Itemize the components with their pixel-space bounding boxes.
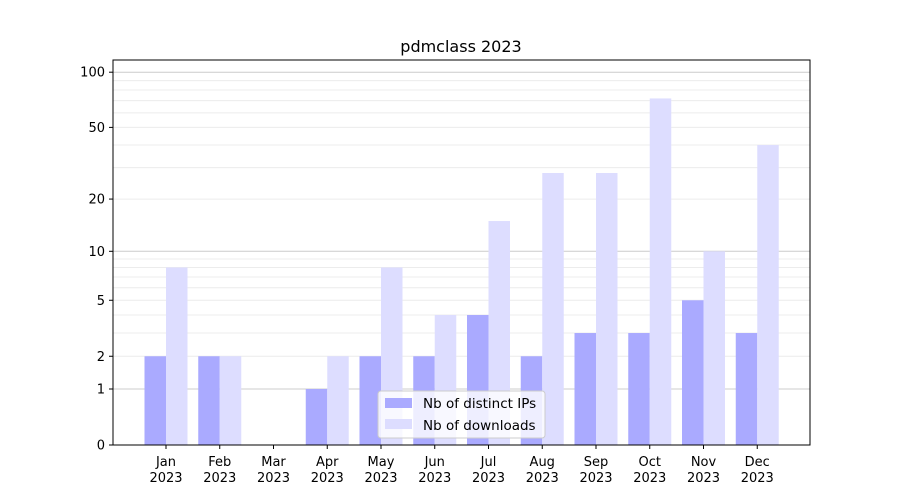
x-tick-label: Jul 2023: [472, 455, 505, 486]
y-tick-label: 100: [80, 66, 105, 81]
bar-downloads: [703, 251, 725, 445]
x-tick-label: Feb 2023: [203, 455, 236, 486]
bar-distinct-ips: [574, 333, 596, 445]
legend-swatch-ips: [385, 398, 412, 408]
legend-swatch-downloads: [385, 419, 412, 429]
y-tick-label: 5: [97, 294, 105, 309]
bars: [144, 98, 779, 446]
y-axis: 0 1 2 5 10 20 50 100: [80, 66, 113, 454]
y-tick-label: 2: [97, 350, 105, 365]
x-tick-label: Oct 2023: [633, 455, 666, 486]
y-tick-label: 10: [88, 245, 105, 260]
bar-distinct-ips: [735, 333, 758, 445]
bar-distinct-ips: [198, 356, 220, 445]
bar-downloads: [542, 172, 564, 446]
x-tick-label: Nov 2023: [687, 455, 720, 486]
bar-distinct-ips: [628, 333, 650, 445]
y-tick-label: 50: [88, 121, 105, 136]
bar-downloads: [488, 221, 510, 445]
x-tick-label: Sep 2023: [579, 455, 612, 486]
y-tick-label: 1: [97, 383, 105, 398]
y-tick-label: 0: [97, 439, 105, 454]
x-tick-label: Apr 2023: [311, 455, 344, 486]
bar-distinct-ips: [682, 300, 704, 445]
bar-downloads: [327, 356, 349, 445]
bar-distinct-ips: [305, 389, 328, 445]
legend-box: [377, 390, 546, 439]
x-tick-label: Aug 2023: [526, 455, 559, 486]
legend-label-ips: Nb of distinct IPs: [423, 396, 536, 412]
bar-downloads: [166, 267, 188, 445]
legend-label-downloads: Nb of downloads: [423, 418, 536, 434]
bar-downloads: [219, 356, 242, 445]
bar-distinct-ips: [144, 356, 166, 445]
bar-downloads: [596, 172, 618, 446]
plot-frame: [112, 59, 811, 446]
x-tick-label: Mar 2023: [257, 455, 290, 486]
x-tick-label: Jan 2023: [149, 455, 182, 486]
x-tick-label: Jun 2023: [418, 455, 451, 486]
legend: Nb of distinct IPs Nb of downloads: [377, 390, 546, 439]
x-tick-label: May 2023: [364, 455, 397, 486]
x-axis: Jan 2023 Feb 2023 Mar 2023 Apr 2023 May 2023 Jun 20…: [149, 445, 774, 486]
bar-downloads: [757, 145, 779, 445]
x-tick-label: Dec 2023: [741, 455, 774, 486]
y-tick-label: 20: [88, 193, 105, 208]
bar-downloads: [649, 98, 672, 446]
chart-title: pdmclass 2023: [400, 37, 521, 56]
bar-distinct-ips: [359, 356, 381, 445]
